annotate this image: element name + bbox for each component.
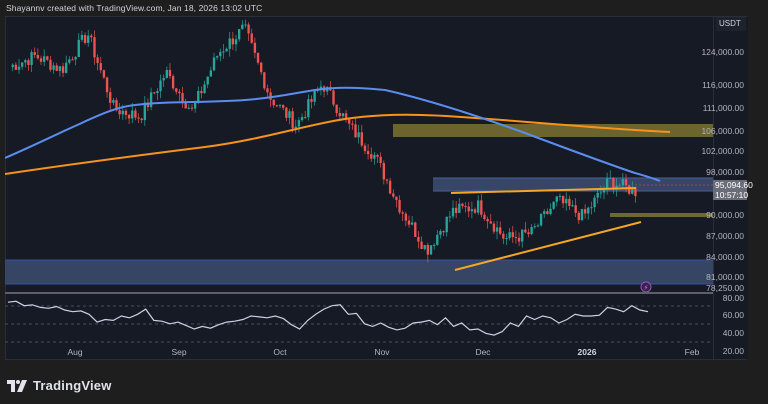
price-tick: 111,000.00 <box>702 103 744 113</box>
time-tick: Feb <box>684 347 700 357</box>
ma-200-line <box>5 113 671 175</box>
time-tick: Oct <box>273 347 287 357</box>
price-tick: 102,000.00 <box>701 146 744 156</box>
price-tick: 90,000.00 <box>706 210 744 220</box>
supply-zone <box>393 124 713 137</box>
lightning-glyph: ⚡ <box>644 284 649 292</box>
tradingview-logo-icon <box>7 379 27 392</box>
rsi-line <box>7 300 649 336</box>
price-tick: 124,000.00 <box>701 47 744 57</box>
price-chart[interactable]: ⚡ <box>5 17 713 359</box>
ma-100-line <box>5 86 661 182</box>
candle-countdown: 10:57:10 <box>715 190 749 200</box>
time-axis[interactable]: Aug Sep Oct Nov Dec 2026 Feb <box>5 344 713 360</box>
price-tick: 116,000.00 <box>702 80 744 90</box>
time-tick: Aug <box>67 347 83 357</box>
price-tick: 81,000.00 <box>706 272 744 282</box>
rsi-tick: 40.00 <box>722 328 744 338</box>
rsi-pane <box>5 300 713 343</box>
price-tick: 84,000.00 <box>706 252 744 262</box>
current-price-tag: 95,094.60 10:57:10 <box>713 180 753 200</box>
rsi-tick: 60.00 <box>722 310 744 320</box>
price-tick: 78,250.00 <box>706 283 744 293</box>
time-tick-year: 2026 <box>577 347 597 357</box>
time-tick: Dec <box>475 347 491 357</box>
time-tick: Nov <box>374 347 390 357</box>
chart-credit: Shayannv created with TradingView.com, J… <box>6 3 263 13</box>
triangle-lower-line <box>454 221 642 271</box>
price-tick: 106,000.00 <box>701 126 744 136</box>
rsi-tick: 20.00 <box>722 346 744 356</box>
candlestick-series <box>11 19 637 263</box>
tradingview-logo[interactable]: TradingView <box>7 378 112 393</box>
currency-label[interactable]: USDT <box>716 17 746 31</box>
tradingview-logo-text: TradingView <box>33 378 112 393</box>
rsi-tick: 80.00 <box>722 293 744 303</box>
price-tick: 98,000.00 <box>706 167 744 177</box>
current-price: 95,094.60 <box>715 180 753 190</box>
time-tick: Sep <box>171 347 187 357</box>
resistance-zone <box>433 178 713 191</box>
triangle-upper-line <box>450 187 637 194</box>
small-support-zone <box>610 213 713 217</box>
demand-zone <box>5 260 713 284</box>
price-tick: 87,000.00 <box>706 231 744 241</box>
